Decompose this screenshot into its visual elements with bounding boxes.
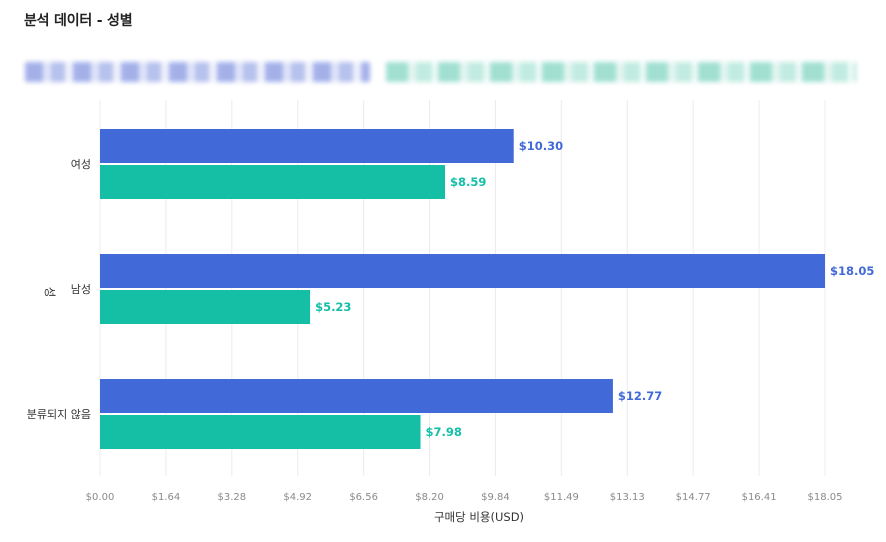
data-label: $12.77	[618, 389, 662, 403]
y-category-label: 여성	[71, 158, 91, 171]
bar	[100, 165, 446, 199]
x-tick-label: $4.92	[283, 492, 312, 503]
data-label: $7.98	[426, 425, 462, 439]
y-axis-title: 성	[43, 287, 57, 298]
bar	[100, 290, 311, 324]
bar	[100, 254, 825, 288]
bar	[100, 415, 421, 449]
x-tick-label: $0.00	[86, 492, 115, 503]
data-label: $18.05	[830, 264, 874, 278]
data-label: $8.59	[450, 175, 486, 189]
x-tick-label: $3.28	[217, 492, 246, 503]
y-category-label: 분류되지 않음	[27, 408, 91, 421]
x-tick-label: $9.84	[481, 492, 510, 503]
x-tick-label: $18.05	[808, 492, 843, 503]
data-label: $5.23	[315, 300, 351, 314]
x-tick-label: $14.77	[676, 492, 711, 503]
x-axis-title: 구매당 비용(USD)	[434, 510, 524, 524]
bar	[100, 129, 514, 163]
legend-obscured-right	[386, 62, 856, 82]
x-tick-label: $13.13	[610, 492, 645, 503]
data-label: $10.30	[519, 139, 563, 153]
legend-obscured-left	[25, 62, 370, 82]
x-tick-label: $1.64	[152, 492, 181, 503]
bar	[100, 379, 613, 413]
x-tick-label: $6.56	[349, 492, 378, 503]
x-tick-label: $16.41	[742, 492, 777, 503]
x-tick-label: $8.20	[415, 492, 444, 503]
page-title: 분석 데이터 - 성별	[24, 13, 133, 29]
x-tick-label: $11.49	[544, 492, 579, 503]
y-category-label: 남성	[71, 283, 91, 296]
